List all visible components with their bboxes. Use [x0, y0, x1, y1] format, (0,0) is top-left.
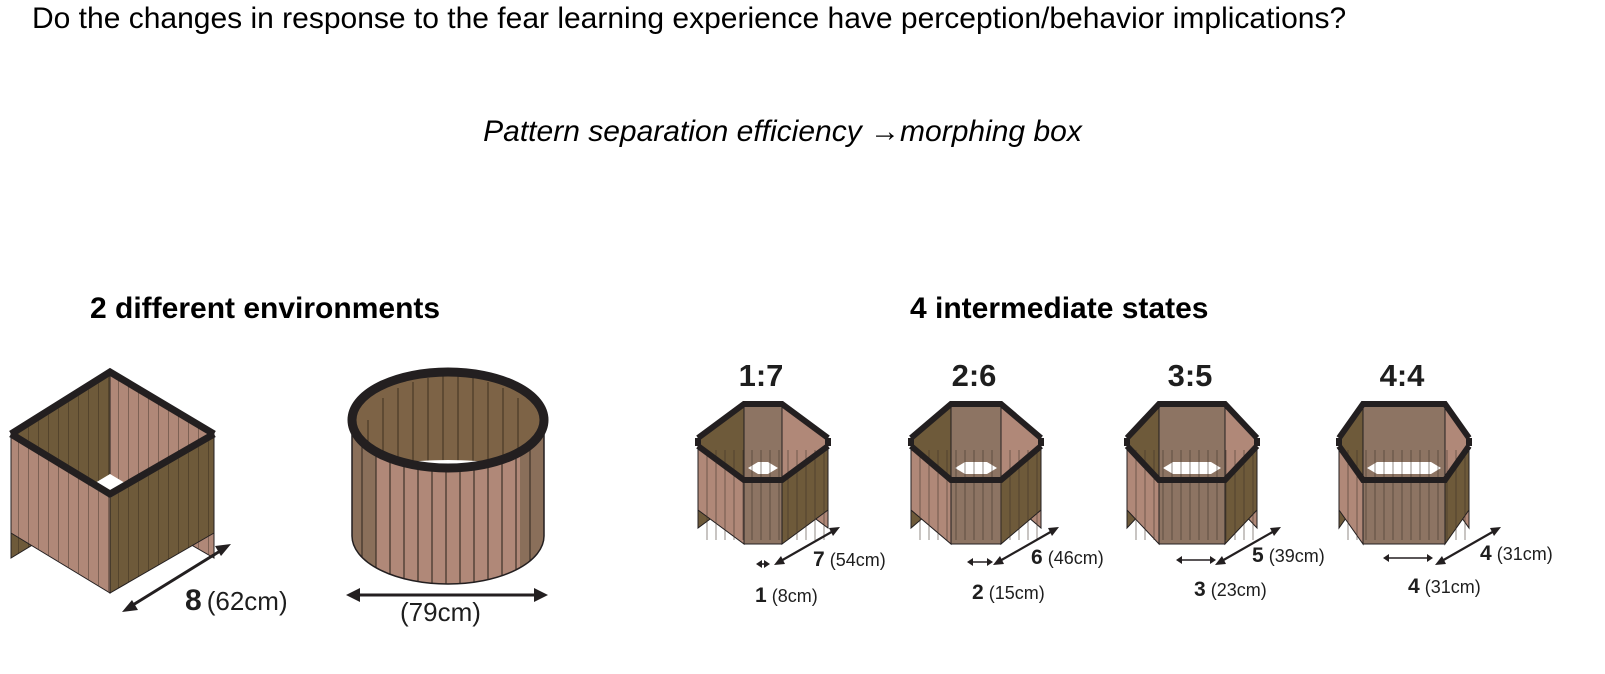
state-long-label: 5 (39cm) — [1252, 544, 1325, 568]
arrow-right-icon: → — [870, 115, 901, 148]
state-short-arrow — [1383, 554, 1433, 562]
state-short-number: 3 — [1194, 578, 1206, 601]
question-heading: Do the changes in response to the fear l… — [32, 2, 1347, 35]
state-short-size: (15cm) — [988, 583, 1045, 603]
state-long-number: 6 — [1031, 546, 1043, 569]
subtitle: Pattern separation efficiency →morphing … — [0, 115, 1565, 149]
state-long-size: (46cm) — [1047, 548, 1104, 568]
state-long-size: (54cm) — [829, 550, 886, 570]
state-short-arrow — [1176, 556, 1216, 564]
circle-dimension-label: (79cm) — [400, 597, 481, 628]
state-box-illustration — [695, 401, 831, 545]
subtitle-right: morphing box — [900, 115, 1082, 148]
state-short-arrow — [967, 558, 993, 566]
subtitle-left: Pattern separation efficiency — [483, 115, 862, 148]
state-box-illustration — [1336, 401, 1472, 546]
state-long-arrow — [1435, 527, 1501, 565]
state-short-number: 4 — [1408, 575, 1420, 598]
state-short-size: (31cm) — [1424, 577, 1481, 597]
circle-box-illustration — [347, 367, 549, 585]
state-short-number: 2 — [972, 581, 984, 604]
square-dimension-label: 8 (62cm) — [185, 584, 288, 618]
state-short-size: (23cm) — [1210, 580, 1267, 600]
state-long-label: 6 (46cm) — [1031, 546, 1104, 570]
state-long-number: 7 — [813, 548, 825, 571]
circle-dimension-arrow — [346, 588, 548, 602]
state-long-number: 4 — [1480, 542, 1492, 565]
state-short-size: (8cm) — [771, 586, 818, 606]
state-ratio-label: 3:5 — [1167, 358, 1213, 393]
square-box-illustration — [9, 367, 216, 594]
state-long-arrow — [993, 527, 1059, 565]
state-short-label: 2 (15cm) — [972, 581, 1045, 605]
state-ratio-label: 2:6 — [951, 358, 997, 393]
state-long-number: 5 — [1252, 544, 1264, 567]
state-short-label: 3 (23cm) — [1194, 578, 1267, 602]
state-ratio-label: 4:4 — [1379, 358, 1425, 393]
state-short-label: 1 (8cm) — [755, 584, 818, 608]
square-size: (62cm) — [206, 586, 288, 616]
intermediates-title: 4 intermediate states — [910, 292, 1209, 325]
circle-size: (79cm) — [400, 597, 481, 627]
state-box-illustration — [908, 401, 1044, 546]
state-short-label: 4 (31cm) — [1408, 575, 1481, 599]
state-long-label: 7 (54cm) — [813, 548, 886, 572]
state-short-number: 1 — [755, 584, 767, 607]
state-ratio-label: 1:7 — [738, 358, 784, 393]
state-short-arrow — [756, 560, 770, 568]
environments-title: 2 different environments — [90, 292, 441, 325]
state-long-size: (39cm) — [1268, 546, 1325, 566]
state-box-illustration — [1124, 401, 1260, 546]
square-number: 8 — [185, 584, 202, 617]
state-long-arrow — [774, 527, 840, 565]
state-long-label: 4 (31cm) — [1480, 542, 1553, 566]
state-long-size: (31cm) — [1496, 544, 1553, 564]
state-long-arrow — [1215, 527, 1281, 565]
square-dimension-arrow — [122, 544, 231, 612]
